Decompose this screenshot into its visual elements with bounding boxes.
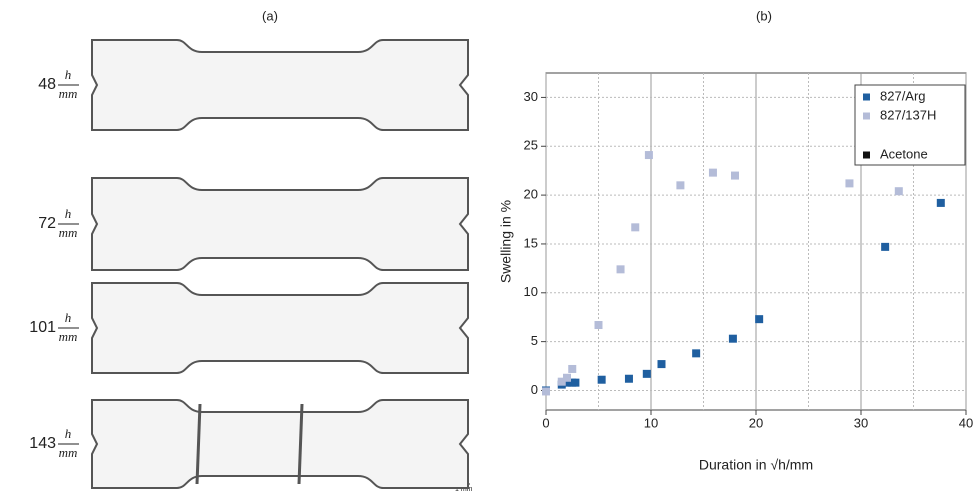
legend-label: 827/Arg [880, 88, 926, 103]
specimen-duration: 48 [38, 76, 56, 93]
unit-numerator: h [65, 310, 72, 325]
data-point [708, 168, 717, 177]
data-point [692, 349, 701, 358]
x-tick-label: 0 [542, 415, 549, 430]
unit-denominator: mm [59, 225, 78, 240]
unit-numerator: h [65, 426, 72, 441]
specimen [91, 399, 469, 489]
legend-label: Acetone [880, 146, 928, 161]
data-point [642, 369, 651, 378]
specimen-duration: 72 [38, 215, 56, 232]
legend-swatch [863, 151, 870, 159]
data-point [594, 321, 603, 330]
data-point [631, 223, 640, 232]
y-tick-label: 5 [531, 333, 538, 348]
data-point [894, 187, 903, 196]
panel-label: (b) [756, 8, 772, 23]
y-tick-label: 30 [524, 89, 538, 104]
data-point [676, 181, 685, 190]
x-tick-label: 20 [749, 415, 763, 430]
data-point [597, 375, 606, 384]
x-tick-label: 10 [644, 415, 658, 430]
data-point [728, 334, 737, 343]
data-point [542, 387, 550, 396]
unit-denominator: mm [59, 445, 78, 460]
data-point [563, 378, 571, 387]
unit-numerator: h [65, 67, 72, 82]
panel-label: (a) [262, 8, 278, 23]
y-tick-label: 0 [531, 382, 538, 397]
specimen [91, 177, 469, 271]
unit-numerator: h [65, 206, 72, 221]
unit-denominator: mm [59, 86, 78, 101]
data-point [557, 377, 566, 386]
unit-denominator: mm [59, 329, 78, 344]
legend-box [854, 84, 966, 166]
y-axis-label: Swelling in % [498, 200, 514, 283]
y-tick-label: 20 [524, 187, 538, 202]
specimen [91, 282, 469, 374]
x-axis-label: Duration in √h/mm [699, 457, 813, 473]
x-tick-label: 40 [959, 415, 973, 430]
legend-label: 827/137H [880, 107, 936, 122]
specimen-duration: 101 [29, 319, 56, 336]
data-point [616, 265, 625, 274]
data-point [881, 242, 890, 251]
data-point [731, 171, 739, 180]
y-tick-label: 15 [524, 235, 538, 250]
scale-bar-label: 1 mm [455, 486, 473, 493]
data-point [568, 364, 577, 373]
data-point [624, 374, 633, 383]
y-tick-label: 25 [524, 138, 538, 153]
data-point [755, 315, 764, 324]
specimen [91, 39, 469, 131]
crack [297, 403, 304, 485]
y-tick-label: 10 [524, 284, 538, 299]
data-point [571, 378, 580, 387]
data-point [845, 179, 854, 188]
data-point [644, 151, 653, 160]
data-point [563, 373, 571, 382]
legend-swatch [863, 93, 870, 101]
data-point [936, 198, 945, 207]
specimen-duration: 143 [29, 435, 56, 452]
legend-swatch [863, 112, 870, 120]
crack [195, 403, 202, 485]
x-tick-label: 30 [854, 415, 868, 430]
data-point [657, 360, 666, 369]
